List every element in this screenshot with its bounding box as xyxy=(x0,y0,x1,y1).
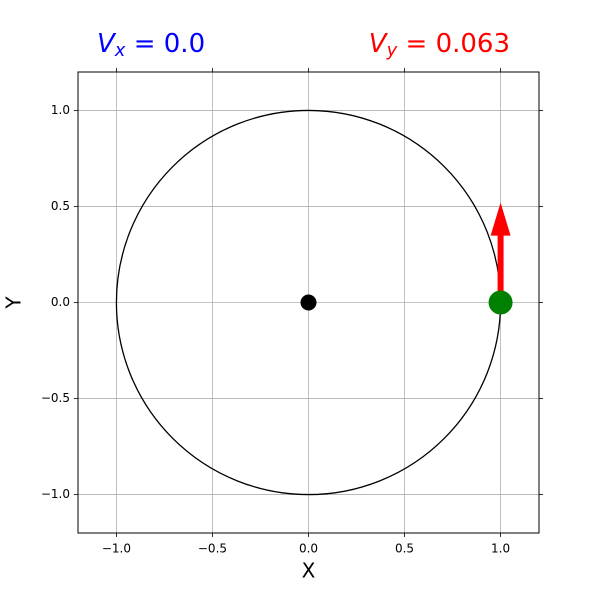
y-tick-label: 0.0 xyxy=(51,295,70,309)
point xyxy=(300,294,317,311)
annotation-text: = 0.063 xyxy=(397,29,510,59)
annotation: Vx = 0.0 xyxy=(97,29,205,62)
annotation-symbol: V xyxy=(369,29,389,59)
plot-frame xyxy=(77,71,540,534)
x-tick-label: −1.0 xyxy=(102,542,131,556)
annotation: Vy = 0.063 xyxy=(369,29,510,62)
x-tick-label: 0.5 xyxy=(395,542,414,556)
y-tick-label: 1.0 xyxy=(51,103,70,117)
point xyxy=(488,290,513,315)
velocity-arrow xyxy=(490,202,511,303)
y-tick-label: 0.5 xyxy=(51,199,70,213)
y-tick-label: −0.5 xyxy=(41,391,70,405)
x-tick-label: 1.0 xyxy=(491,542,510,556)
y-tick-label: −1.0 xyxy=(41,487,70,501)
annotation-subscript: y xyxy=(386,40,398,61)
annotation-subscript: x xyxy=(114,40,126,61)
annotation-symbol: V xyxy=(97,29,117,59)
annotation-text: = 0.0 xyxy=(125,29,205,59)
x-tick-label: 0.0 xyxy=(299,542,318,556)
x-tick-label: −0.5 xyxy=(198,542,227,556)
x-axis-label: X xyxy=(302,559,316,583)
y-axis-label: Y xyxy=(2,296,26,310)
